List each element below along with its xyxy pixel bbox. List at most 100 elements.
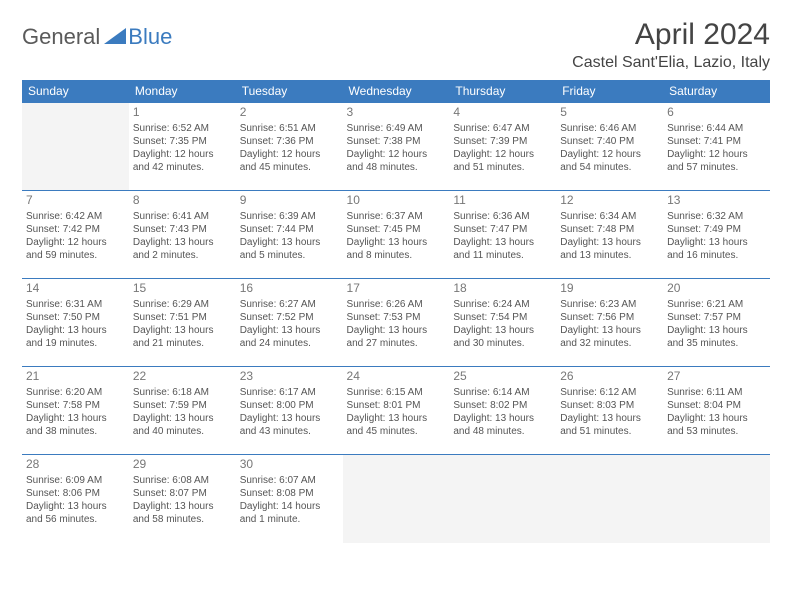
cell-info-line: Daylight: 12 hours xyxy=(26,236,125,249)
cell-info-line: Daylight: 13 hours xyxy=(347,412,446,425)
cell-info-line: Daylight: 13 hours xyxy=(133,324,232,337)
day-number: 21 xyxy=(26,369,125,385)
logo-triangle-icon xyxy=(104,26,126,49)
day-number: 5 xyxy=(560,105,659,121)
cell-info-line: Daylight: 12 hours xyxy=(453,148,552,161)
calendar-cell: 29Sunrise: 6:08 AMSunset: 8:07 PMDayligh… xyxy=(129,455,236,543)
cell-info-line: Daylight: 12 hours xyxy=(667,148,766,161)
cell-info-line: Sunrise: 6:32 AM xyxy=(667,210,766,223)
cell-info-line: Daylight: 13 hours xyxy=(26,412,125,425)
calendar-cell: 1Sunrise: 6:52 AMSunset: 7:35 PMDaylight… xyxy=(129,103,236,191)
calendar-cell: 3Sunrise: 6:49 AMSunset: 7:38 PMDaylight… xyxy=(343,103,450,191)
calendar-cell xyxy=(343,455,450,543)
calendar-week-row: 14Sunrise: 6:31 AMSunset: 7:50 PMDayligh… xyxy=(22,279,770,367)
day-number: 29 xyxy=(133,457,232,473)
calendar-cell xyxy=(22,103,129,191)
cell-info-line: Sunrise: 6:08 AM xyxy=(133,474,232,487)
calendar-cell: 6Sunrise: 6:44 AMSunset: 7:41 PMDaylight… xyxy=(663,103,770,191)
day-number: 13 xyxy=(667,193,766,209)
cell-info-line: and 54 minutes. xyxy=(560,161,659,174)
cell-info-line: Sunset: 8:08 PM xyxy=(240,487,339,500)
cell-info-line: Sunrise: 6:24 AM xyxy=(453,298,552,311)
day-number: 4 xyxy=(453,105,552,121)
cell-info-line: Daylight: 12 hours xyxy=(347,148,446,161)
cell-info-line: Daylight: 12 hours xyxy=(240,148,339,161)
day-number: 15 xyxy=(133,281,232,297)
title-block: April 2024 Castel Sant'Elia, Lazio, Ital… xyxy=(572,18,770,72)
cell-info-line: Daylight: 13 hours xyxy=(453,324,552,337)
cell-info-line: Sunrise: 6:31 AM xyxy=(26,298,125,311)
day-number: 2 xyxy=(240,105,339,121)
cell-info-line: and 51 minutes. xyxy=(453,161,552,174)
calendar-cell: 7Sunrise: 6:42 AMSunset: 7:42 PMDaylight… xyxy=(22,191,129,279)
logo-text-blue: Blue xyxy=(128,24,172,50)
cell-info-line: and 38 minutes. xyxy=(26,425,125,438)
cell-info-line: Sunrise: 6:36 AM xyxy=(453,210,552,223)
cell-info-line: Sunrise: 6:18 AM xyxy=(133,386,232,399)
cell-info-line: and 59 minutes. xyxy=(26,249,125,262)
calendar-cell: 4Sunrise: 6:47 AMSunset: 7:39 PMDaylight… xyxy=(449,103,556,191)
calendar-cell: 21Sunrise: 6:20 AMSunset: 7:58 PMDayligh… xyxy=(22,367,129,455)
cell-info-line: Sunset: 7:42 PM xyxy=(26,223,125,236)
cell-info-line: Sunset: 8:02 PM xyxy=(453,399,552,412)
cell-info-line: Sunset: 7:50 PM xyxy=(26,311,125,324)
cell-info-line: Daylight: 13 hours xyxy=(240,412,339,425)
cell-info-line: Sunset: 7:35 PM xyxy=(133,135,232,148)
day-number: 20 xyxy=(667,281,766,297)
cell-info-line: Sunset: 8:00 PM xyxy=(240,399,339,412)
cell-info-line: Daylight: 13 hours xyxy=(667,412,766,425)
day-number: 17 xyxy=(347,281,446,297)
day-number: 7 xyxy=(26,193,125,209)
cell-info-line: Sunset: 7:43 PM xyxy=(133,223,232,236)
cell-info-line: Daylight: 13 hours xyxy=(133,500,232,513)
day-number: 27 xyxy=(667,369,766,385)
page-header: General Blue April 2024 Castel Sant'Elia… xyxy=(22,18,770,72)
calendar-cell: 5Sunrise: 6:46 AMSunset: 7:40 PMDaylight… xyxy=(556,103,663,191)
cell-info-line: Sunrise: 6:44 AM xyxy=(667,122,766,135)
cell-info-line: Sunrise: 6:09 AM xyxy=(26,474,125,487)
month-title: April 2024 xyxy=(572,18,770,52)
calendar-cell: 15Sunrise: 6:29 AMSunset: 7:51 PMDayligh… xyxy=(129,279,236,367)
cell-info-line: Sunset: 8:06 PM xyxy=(26,487,125,500)
cell-info-line: and 56 minutes. xyxy=(26,513,125,526)
calendar-cell: 2Sunrise: 6:51 AMSunset: 7:36 PMDaylight… xyxy=(236,103,343,191)
day-number: 18 xyxy=(453,281,552,297)
logo-text-general: General xyxy=(22,24,100,50)
cell-info-line: Daylight: 12 hours xyxy=(560,148,659,161)
cell-info-line: Sunrise: 6:14 AM xyxy=(453,386,552,399)
location-label: Castel Sant'Elia, Lazio, Italy xyxy=(572,54,770,72)
calendar-cell xyxy=(556,455,663,543)
day-header: Sunday xyxy=(22,80,129,103)
day-header: Saturday xyxy=(663,80,770,103)
cell-info-line: and 45 minutes. xyxy=(240,161,339,174)
calendar-cell: 11Sunrise: 6:36 AMSunset: 7:47 PMDayligh… xyxy=(449,191,556,279)
cell-info-line: Sunset: 7:47 PM xyxy=(453,223,552,236)
cell-info-line: Daylight: 13 hours xyxy=(667,236,766,249)
cell-info-line: Sunrise: 6:41 AM xyxy=(133,210,232,223)
cell-info-line: Sunset: 7:52 PM xyxy=(240,311,339,324)
calendar-cell: 12Sunrise: 6:34 AMSunset: 7:48 PMDayligh… xyxy=(556,191,663,279)
cell-info-line: Sunset: 7:38 PM xyxy=(347,135,446,148)
cell-info-line: Sunrise: 6:39 AM xyxy=(240,210,339,223)
cell-info-line: Daylight: 13 hours xyxy=(453,412,552,425)
cell-info-line: Sunset: 7:54 PM xyxy=(453,311,552,324)
calendar-body: 1Sunrise: 6:52 AMSunset: 7:35 PMDaylight… xyxy=(22,103,770,543)
cell-info-line: Sunrise: 6:15 AM xyxy=(347,386,446,399)
cell-info-line: and 48 minutes. xyxy=(347,161,446,174)
cell-info-line: Sunrise: 6:11 AM xyxy=(667,386,766,399)
day-number: 25 xyxy=(453,369,552,385)
cell-info-line: Daylight: 13 hours xyxy=(667,324,766,337)
cell-info-line: and 48 minutes. xyxy=(453,425,552,438)
calendar-week-row: 21Sunrise: 6:20 AMSunset: 7:58 PMDayligh… xyxy=(22,367,770,455)
cell-info-line: Sunset: 7:56 PM xyxy=(560,311,659,324)
cell-info-line: Sunrise: 6:27 AM xyxy=(240,298,339,311)
cell-info-line: Sunset: 7:36 PM xyxy=(240,135,339,148)
cell-info-line: and 2 minutes. xyxy=(133,249,232,262)
cell-info-line: Daylight: 13 hours xyxy=(26,500,125,513)
cell-info-line: Sunset: 7:39 PM xyxy=(453,135,552,148)
cell-info-line: Sunset: 7:49 PM xyxy=(667,223,766,236)
cell-info-line: Daylight: 13 hours xyxy=(560,324,659,337)
cell-info-line: Sunrise: 6:07 AM xyxy=(240,474,339,487)
cell-info-line: and 57 minutes. xyxy=(667,161,766,174)
day-number: 23 xyxy=(240,369,339,385)
